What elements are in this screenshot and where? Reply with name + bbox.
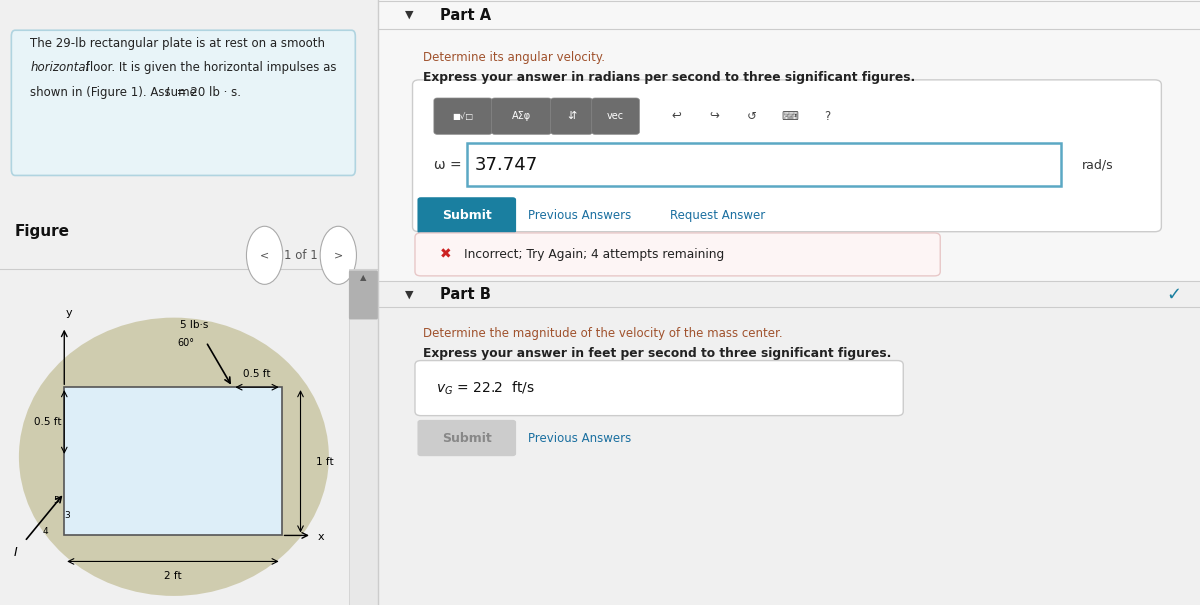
Circle shape: [320, 226, 356, 284]
Text: AΣφ: AΣφ: [512, 111, 532, 121]
Text: 1 ft: 1 ft: [316, 457, 334, 466]
Text: 0.5 ft: 0.5 ft: [244, 369, 271, 379]
Text: Submit: Submit: [442, 209, 492, 222]
FancyBboxPatch shape: [434, 98, 492, 134]
Text: vec: vec: [607, 111, 624, 121]
FancyBboxPatch shape: [349, 269, 378, 605]
Text: horizontal: horizontal: [30, 62, 89, 74]
Text: 2 ft: 2 ft: [164, 571, 181, 581]
Text: I: I: [14, 546, 18, 558]
Text: = 20 lb · s.: = 20 lb · s.: [173, 86, 241, 99]
Text: Figure: Figure: [16, 224, 70, 239]
Text: <: <: [260, 250, 269, 260]
FancyBboxPatch shape: [11, 30, 355, 175]
Text: Express your answer in radians per second to three significant figures.: Express your answer in radians per secon…: [424, 71, 916, 84]
Text: x: x: [318, 532, 324, 541]
FancyBboxPatch shape: [551, 98, 593, 134]
FancyBboxPatch shape: [349, 270, 378, 319]
Text: Previous Answers: Previous Answers: [528, 431, 631, 445]
Text: ↪: ↪: [709, 110, 719, 123]
Text: ✖: ✖: [439, 247, 451, 261]
Text: 37.747: 37.747: [475, 155, 539, 174]
FancyBboxPatch shape: [415, 361, 904, 416]
Text: 5 lb·s: 5 lb·s: [180, 319, 209, 330]
Text: 1 of 1: 1 of 1: [283, 249, 317, 262]
Text: Part A: Part A: [439, 8, 491, 22]
Text: ⇵: ⇵: [568, 111, 577, 121]
Text: ⌨: ⌨: [781, 110, 798, 123]
Text: $v_G$ = 22.2  ft/s: $v_G$ = 22.2 ft/s: [436, 380, 534, 397]
Text: The 29-lb rectangular plate is at rest on a smooth: The 29-lb rectangular plate is at rest o…: [30, 38, 325, 50]
Text: 0.5 ft: 0.5 ft: [34, 417, 61, 427]
Text: floor. It is given the horizontal impulses as: floor. It is given the horizontal impuls…: [83, 62, 337, 74]
Text: Determine the magnitude of the velocity of the mass center.: Determine the magnitude of the velocity …: [424, 327, 782, 341]
Text: 60°: 60°: [178, 338, 194, 348]
Text: ?: ?: [824, 110, 830, 123]
Text: I: I: [166, 86, 169, 99]
Text: >: >: [334, 250, 343, 260]
FancyBboxPatch shape: [415, 233, 941, 276]
Text: Part B: Part B: [439, 287, 491, 302]
Text: ■√□: ■√□: [452, 112, 473, 120]
Text: ↺: ↺: [748, 110, 757, 123]
Text: shown in (Figure 1). Assume: shown in (Figure 1). Assume: [30, 86, 200, 99]
Text: Incorrect; Try Again; 4 attempts remaining: Incorrect; Try Again; 4 attempts remaini…: [464, 247, 725, 261]
Text: 5: 5: [53, 496, 59, 505]
FancyBboxPatch shape: [492, 98, 552, 134]
Text: Request Answer: Request Answer: [670, 209, 766, 222]
Circle shape: [246, 226, 283, 284]
FancyBboxPatch shape: [413, 80, 1162, 232]
Text: ▼: ▼: [404, 290, 414, 299]
FancyBboxPatch shape: [418, 197, 516, 234]
FancyBboxPatch shape: [65, 387, 282, 535]
FancyBboxPatch shape: [418, 420, 516, 456]
Text: rad/s: rad/s: [1081, 158, 1114, 171]
Text: ↩: ↩: [672, 110, 682, 123]
Text: Submit: Submit: [442, 431, 492, 445]
Text: 4: 4: [42, 526, 48, 535]
Text: ▲: ▲: [360, 273, 367, 281]
Text: ✓: ✓: [1166, 286, 1181, 304]
Text: Determine its angular velocity.: Determine its angular velocity.: [424, 51, 605, 64]
FancyBboxPatch shape: [1090, 0, 1200, 27]
FancyBboxPatch shape: [592, 98, 640, 134]
Text: y: y: [66, 307, 73, 318]
FancyBboxPatch shape: [378, 281, 1200, 605]
Text: Previous Answers: Previous Answers: [528, 209, 631, 222]
Text: ▼: ▼: [404, 10, 414, 20]
FancyBboxPatch shape: [467, 143, 1061, 186]
Ellipse shape: [19, 318, 329, 596]
Text: 3: 3: [65, 511, 70, 520]
Text: ω =: ω =: [434, 158, 462, 172]
FancyBboxPatch shape: [378, 0, 1200, 281]
Text: Express your answer in feet per second to three significant figures.: Express your answer in feet per second t…: [424, 347, 892, 361]
